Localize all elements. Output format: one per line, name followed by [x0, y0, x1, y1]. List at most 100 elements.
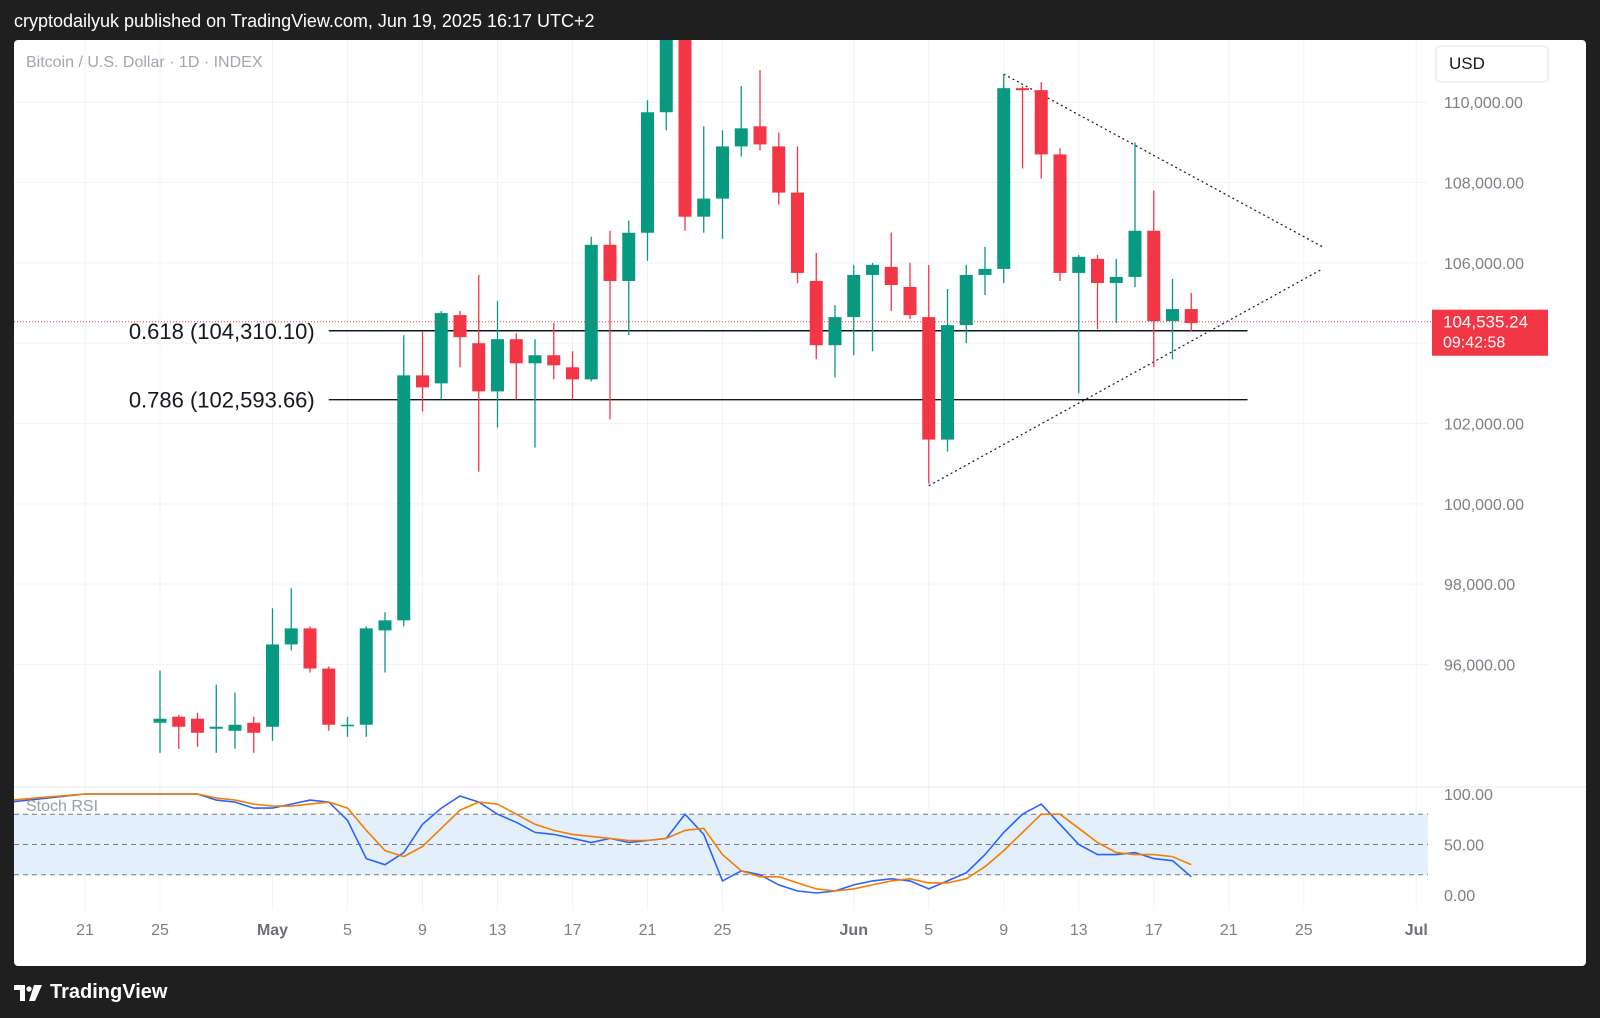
candle: [847, 264, 861, 356]
stoch-rsi-d-line: [14, 793, 1192, 892]
candle-body: [659, 40, 673, 113]
symbol-title[interactable]: Bitcoin / U.S. Dollar · 1D · INDEX: [26, 54, 263, 71]
fib-level-label: 0.786 (102,593.66): [129, 388, 315, 413]
candle: [1184, 293, 1198, 332]
time-axis-tick-label: 5: [343, 922, 352, 939]
time-axis-tick-label: 7: [14, 922, 15, 939]
candle: [453, 311, 467, 368]
candle: [416, 331, 429, 412]
candle-body: [734, 128, 748, 147]
candle: [172, 714, 186, 749]
candle-body: [641, 112, 654, 233]
candle-body: [903, 286, 917, 316]
candle-body: [1166, 309, 1179, 322]
candle: [247, 716, 261, 753]
candle-body: [209, 726, 223, 729]
time-axis-tick-label: 25: [1295, 922, 1313, 939]
candle-body: [772, 146, 786, 193]
time-axis-tick-label: 13: [1070, 922, 1088, 939]
candle-body: [1147, 230, 1161, 322]
time-axis-tick-label: Jul: [1405, 922, 1428, 939]
chart-frame[interactable]: 0.618 (104,310.10) 0.786 (102,593.66) 96,…: [14, 40, 1586, 966]
candle-body: [809, 280, 823, 346]
candle: [209, 684, 223, 753]
time-axis-tick-label: 25: [151, 922, 169, 939]
chart-svg[interactable]: 0.618 (104,310.10) 0.786 (102,593.66) 96,…: [14, 40, 1586, 966]
candle-body: [491, 339, 504, 392]
stoch-rsi-axis-tick-label: 0.00: [1444, 888, 1475, 905]
candle-body: [303, 628, 317, 669]
candle-body: [153, 718, 167, 723]
candle-body: [997, 88, 1011, 269]
candle-body: [322, 668, 336, 725]
footer: TradingView: [0, 966, 1600, 1018]
candle: [284, 588, 298, 651]
candle: [434, 311, 448, 400]
candle: [153, 670, 167, 753]
price-axis-tick-label: 98,000.00: [1444, 577, 1515, 594]
candle-body: [1072, 256, 1086, 273]
candle: [1016, 86, 1029, 169]
publisher-header: cryptodailyuk published on TradingView.c…: [0, 0, 1600, 40]
candle: [716, 130, 729, 239]
candle: [922, 264, 936, 484]
candle-body: [509, 339, 523, 364]
triangle-trendline[interactable]: [1003, 73, 1323, 248]
current-price-value: 104,535.24: [1443, 313, 1528, 332]
candle-body: [472, 343, 486, 392]
stoch-rsi-label[interactable]: Stoch RSI: [26, 798, 98, 815]
triangle-trendline[interactable]: [928, 268, 1323, 487]
currency-button[interactable]: USD: [1435, 45, 1549, 83]
candle: [266, 608, 279, 741]
stoch-rsi-axis-tick-label: 50.00: [1444, 838, 1484, 855]
candle: [641, 100, 654, 261]
fib-levels[interactable]: 0.618 (104,310.10) 0.786 (102,593.66): [129, 319, 1248, 413]
candle: [322, 666, 336, 731]
time-axis-tick-label: May: [257, 922, 288, 939]
triangle-trendlines[interactable]: [928, 73, 1323, 487]
time-axis-tick-label: 9: [418, 922, 427, 939]
price-axis-tick-label: 108,000.00: [1444, 176, 1524, 193]
published-text: cryptodailyuk published on TradingView.c…: [14, 11, 595, 31]
candle-body: [266, 644, 279, 727]
candle: [547, 323, 561, 380]
candle: [341, 716, 354, 737]
bar-countdown: 09:42:58: [1443, 335, 1505, 352]
candle: [472, 274, 486, 472]
price-axis-tick-label: 96,000.00: [1444, 658, 1515, 675]
candle-body: [697, 198, 711, 217]
tradingview-logo-icon: [14, 984, 42, 1001]
candle: [678, 40, 692, 231]
tradingview-brand: TradingView: [50, 981, 168, 1003]
candle: [191, 712, 204, 747]
candle: [659, 40, 673, 131]
candle-body: [584, 244, 598, 380]
candle: [397, 335, 411, 627]
price-axis[interactable]: 96,000.00 98,000.00 100,000.00 102,000.00 10…: [1444, 95, 1524, 905]
currency-label: USD: [1449, 54, 1485, 73]
candle-body: [716, 146, 729, 199]
candle: [697, 126, 711, 233]
time-axis-tick-label: 13: [489, 922, 507, 939]
time-axis[interactable]: 7 21 25 May 5 9 13 17 21 25 Jun 5 9 13 17 21 25 Jul: [14, 922, 1428, 939]
price-axis-tick-label: 110,000.00: [1444, 95, 1523, 112]
time-axis-tick-label: 17: [1145, 922, 1163, 939]
candle: [753, 70, 767, 151]
candle-body: [791, 192, 804, 273]
candle: [884, 232, 898, 312]
candle-body: [528, 355, 542, 364]
candle-body: [978, 268, 992, 275]
stoch-rsi-lines: [14, 793, 1192, 894]
time-axis-tick-label: 25: [714, 922, 732, 939]
candle-body: [959, 274, 973, 326]
candle: [303, 626, 317, 673]
candle-body: [922, 317, 936, 440]
tradingview-logo[interactable]: TradingView: [14, 981, 167, 1004]
candle: [1072, 254, 1086, 394]
candle-body: [847, 274, 861, 318]
candle: [584, 236, 598, 382]
candle: [491, 301, 504, 428]
candle: [1053, 148, 1067, 281]
candle-body: [547, 355, 561, 366]
candle: [566, 351, 579, 400]
